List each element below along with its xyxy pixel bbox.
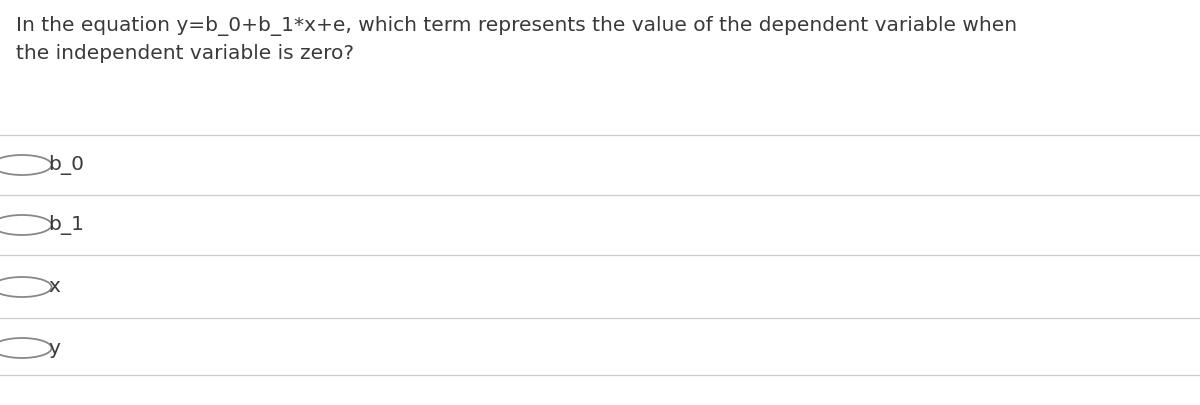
Text: In the equation y=b_0+b_1*x+e, which term represents the value of the dependent : In the equation y=b_0+b_1*x+e, which ter… [16,16,1018,36]
Text: y: y [48,339,60,358]
Text: b_1: b_1 [48,215,84,235]
Text: b_0: b_0 [48,155,84,175]
Text: the independent variable is zero?: the independent variable is zero? [16,44,354,63]
Text: x: x [48,277,60,296]
